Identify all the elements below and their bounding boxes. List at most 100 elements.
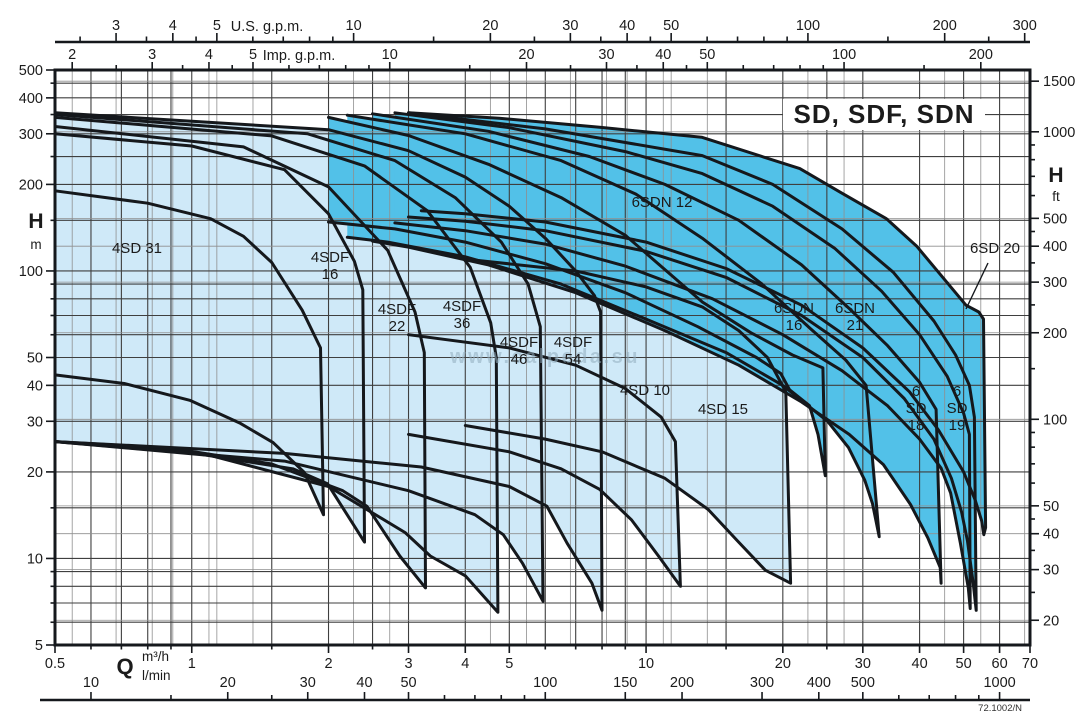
imp-gpm-tick-label: 3 bbox=[148, 47, 156, 63]
pump-label-line: 16 bbox=[786, 317, 803, 334]
lmin-tick-label: 400 bbox=[807, 675, 831, 691]
head-symbol-left: H bbox=[28, 210, 43, 233]
title-background bbox=[783, 99, 985, 130]
m3h-tick-label: 5 bbox=[505, 656, 513, 672]
h-ft-tick-label: 1000 bbox=[1043, 125, 1075, 141]
head-unit-feet: ft bbox=[1052, 189, 1060, 204]
pump-label-line: 4SDF bbox=[500, 334, 538, 351]
imp-gpm-tick-label: 10 bbox=[382, 47, 398, 63]
head-symbol-right: H bbox=[1048, 164, 1063, 187]
pump-label-line: SD bbox=[947, 400, 968, 417]
lmin-tick-label: 500 bbox=[851, 675, 875, 691]
envelope-curve-6sdn-12 bbox=[327, 115, 827, 478]
imp-gpm-tick-label: 40 bbox=[655, 47, 671, 63]
pump-label-4sd-31: 4SD 31 bbox=[112, 240, 162, 257]
us-gpm-axis-label: U.S. g.p.m. bbox=[231, 19, 304, 35]
envelope-curve-6sdn-21 bbox=[371, 112, 943, 585]
pump-label-line: 22 bbox=[389, 318, 406, 335]
document-number: 72.1002/N bbox=[978, 703, 1022, 714]
h-m-tick-label: 5 bbox=[35, 638, 43, 654]
h-m-tick-label: 10 bbox=[27, 551, 43, 567]
pump-label-line: 4SDF bbox=[443, 298, 481, 315]
lmin-tick-label: 20 bbox=[220, 675, 236, 691]
h-m-tick-label: 40 bbox=[27, 378, 43, 394]
imp-gpm-tick-label: 50 bbox=[699, 47, 715, 63]
page-title: SD, SDF, SDN bbox=[793, 99, 974, 129]
lmin-tick-label: 300 bbox=[750, 675, 774, 691]
m3h-tick-label: 10 bbox=[638, 656, 654, 672]
pump-label-6sd-20: 6SD 20 bbox=[970, 240, 1020, 257]
pump-label-line: 21 bbox=[847, 317, 864, 334]
pump-label-4sdf-54: 4SDF 54 bbox=[554, 334, 592, 368]
pump-label-line: 4SD 10 bbox=[620, 382, 670, 399]
h-m-tick-label: 20 bbox=[27, 465, 43, 481]
pump-label-leader-line bbox=[965, 262, 989, 310]
pump-label-4sd-10: 4SD 10 bbox=[620, 382, 670, 399]
h-ft-tick-label: 30 bbox=[1043, 563, 1059, 579]
flow-unit-m3h: m³/h bbox=[142, 649, 169, 664]
pump-label-line: SD bbox=[906, 400, 927, 417]
h-ft-tick-label: 1500 bbox=[1043, 74, 1075, 90]
us-gpm-tick-label: 100 bbox=[796, 18, 820, 34]
us-gpm-tick-label: 4 bbox=[169, 18, 177, 34]
pump-label-line: 46 bbox=[511, 351, 528, 368]
lmin-tick-label: 40 bbox=[356, 675, 372, 691]
m3h-tick-label: 60 bbox=[992, 656, 1008, 672]
us-gpm-tick-label: 200 bbox=[933, 18, 957, 34]
lmin-tick-label: 150 bbox=[613, 675, 637, 691]
lmin-tick-label: 1000 bbox=[983, 675, 1015, 691]
m3h-tick-label: 40 bbox=[912, 656, 928, 672]
pump-label-line: 4SD 15 bbox=[698, 401, 748, 418]
us-gpm-tick-label: 5 bbox=[213, 18, 221, 34]
h-m-tick-label: 300 bbox=[19, 127, 43, 143]
us-gpm-tick-label: 40 bbox=[619, 18, 635, 34]
m3h-tick-label: 1 bbox=[188, 656, 196, 672]
pump-label-line: 6SD 20 bbox=[970, 240, 1020, 257]
m3h-tick-label: 20 bbox=[775, 656, 791, 672]
pump-label-line: 4SD 31 bbox=[112, 240, 162, 257]
pump-label-line: 16 bbox=[322, 266, 339, 283]
pump-label-4sdf-36: 4SDF 36 bbox=[443, 298, 481, 332]
envelope-curve-4sd-15 bbox=[463, 257, 793, 585]
us-gpm-tick-label: 300 bbox=[1013, 18, 1037, 34]
us-gpm-tick-label: 3 bbox=[112, 18, 120, 34]
envelope-curve-6sdn-16 bbox=[345, 113, 881, 539]
h-m-tick-label: 50 bbox=[27, 351, 43, 367]
h-ft-tick-label: 400 bbox=[1043, 239, 1067, 255]
lmin-tick-label: 200 bbox=[670, 675, 694, 691]
plot-border bbox=[53, 68, 1032, 647]
envelope-curve-6-sd-19 bbox=[407, 111, 978, 612]
imp-gpm-tick-label: 2 bbox=[68, 47, 76, 63]
imp-gpm-tick-label: 200 bbox=[969, 47, 993, 63]
flow-unit-lmin: l/min bbox=[142, 668, 171, 683]
pump-label-line: 18 bbox=[908, 417, 925, 434]
imp-gpm-tick-label: 5 bbox=[249, 47, 257, 63]
pump-label-line: 6SDN 12 bbox=[632, 194, 693, 211]
pump-label-4sdf-16: 4SDF 16 bbox=[311, 249, 349, 283]
envelope-curves-layer bbox=[53, 111, 988, 614]
pump-label-line: 4SDF bbox=[311, 249, 349, 266]
h-ft-tick-label: 100 bbox=[1043, 412, 1067, 428]
imp-gpm-tick-label: 30 bbox=[598, 47, 614, 63]
us-gpm-tick-label: 10 bbox=[346, 18, 362, 34]
lmin-tick-label: 100 bbox=[533, 675, 557, 691]
pump-label-6sdn-21: 6SDN 21 bbox=[835, 300, 875, 334]
pump-label-line: 36 bbox=[454, 315, 471, 332]
pump-label-line: 4SDF bbox=[378, 301, 416, 318]
envelope-curve-4sdf-54 bbox=[53, 111, 604, 612]
pump-label-4sdf-46: 4SDF 46 bbox=[500, 334, 538, 368]
h-ft-tick-label: 20 bbox=[1043, 613, 1059, 629]
us-gpm-tick-label: 50 bbox=[663, 18, 679, 34]
m3h-tick-label: 50 bbox=[956, 656, 972, 672]
axes-layer bbox=[40, 33, 1039, 702]
m3h-tick-label: 0.5 bbox=[45, 656, 65, 672]
pump-label-line: 54 bbox=[565, 351, 582, 368]
pump-label-6sdn-12: 6SDN 12 bbox=[632, 194, 693, 211]
grid-layer bbox=[55, 70, 1030, 645]
pump-label-6-sd-19: 6 SD 19 bbox=[947, 383, 968, 434]
envelope-curve-4sd-31 bbox=[53, 189, 325, 517]
lmin-tick-label: 10 bbox=[83, 675, 99, 691]
m3h-tick-label: 2 bbox=[324, 656, 332, 672]
